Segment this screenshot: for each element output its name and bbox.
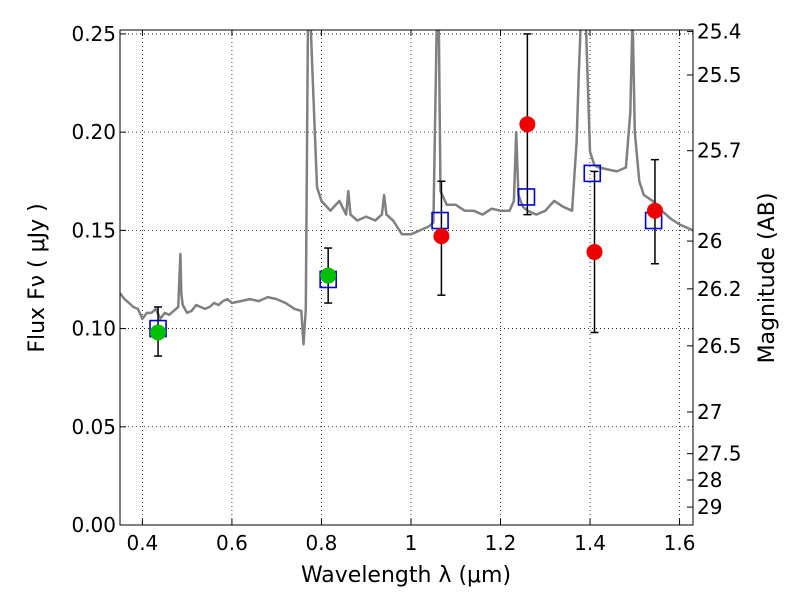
magnitude-tick-label: 27 <box>697 400 722 424</box>
observed-point-marker <box>320 267 337 284</box>
magnitude-tick-label: 28 <box>697 468 722 492</box>
x-tick-label: 0.4 <box>126 531 158 555</box>
axis-ticks: 0.4 0.6 0.8 1 1.2 1.4 1.6 0.00 0.05 0.10 0.15 0.20 0… <box>71 20 741 555</box>
observed-point-marker <box>646 202 663 219</box>
observed-point-marker <box>519 116 536 133</box>
y-tick-label: 0.15 <box>71 218 116 242</box>
observed-point-marker <box>150 324 167 341</box>
x-tick-label: 1.2 <box>485 531 517 555</box>
y-tick-label: 0.10 <box>71 317 116 341</box>
magnitude-tick-label: 27.5 <box>697 442 742 466</box>
x-tick-label: 0.8 <box>306 531 338 555</box>
magnitude-tick-label: 25.5 <box>697 63 742 87</box>
x-tick-label: 0.6 <box>216 531 248 555</box>
magnitude-tick-label: 26.2 <box>697 277 742 301</box>
y-tick-label: 0.20 <box>71 120 116 144</box>
y-axis-right-label: Magnitude (AB) <box>755 193 780 364</box>
plot-frame <box>119 29 694 526</box>
x-tick-label: 1.4 <box>574 531 606 555</box>
x-tick-label: 1.6 <box>664 531 696 555</box>
magnitude-tick-label: 29 <box>697 495 722 519</box>
observed-point-marker <box>586 243 603 260</box>
y-tick-label: 0.00 <box>71 513 116 537</box>
magnitude-tick-label: 25.7 <box>697 139 742 163</box>
magnitude-tick-label: 26.5 <box>697 334 742 358</box>
magnitude-tick-label: 26 <box>697 229 722 253</box>
y-axis-label: Flux Fν ( μJy ) <box>25 203 50 352</box>
grid-lines <box>120 30 693 526</box>
magnitude-tick-label: 25.4 <box>697 20 742 44</box>
observed-point-marker <box>433 228 450 245</box>
model-square-marker <box>583 164 602 183</box>
x-tick-label: 1 <box>405 531 418 555</box>
y-tick-label: 0.05 <box>71 415 116 439</box>
x-axis-label: Wavelength λ (μm) <box>301 563 511 588</box>
model-square-marker <box>517 188 536 206</box>
y-tick-label: 0.25 <box>71 22 116 46</box>
spectrum-line <box>120 30 693 346</box>
plot-area <box>120 30 693 357</box>
